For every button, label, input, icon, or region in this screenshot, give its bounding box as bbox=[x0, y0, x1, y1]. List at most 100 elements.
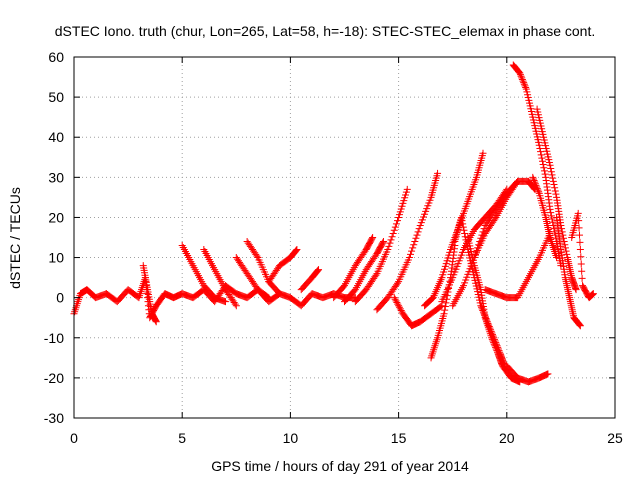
data-point bbox=[547, 209, 555, 217]
data-point bbox=[539, 160, 547, 168]
data-point bbox=[387, 236, 395, 244]
data-point bbox=[550, 225, 558, 233]
data-point bbox=[265, 294, 273, 302]
data-point bbox=[386, 239, 394, 247]
data-point bbox=[576, 231, 584, 239]
data-point bbox=[385, 242, 393, 250]
data-point bbox=[488, 335, 496, 343]
data-point bbox=[253, 252, 261, 260]
y-tick-label: 30 bbox=[48, 169, 64, 185]
data-point bbox=[315, 266, 323, 274]
data-point bbox=[529, 173, 537, 181]
series-13 bbox=[421, 149, 487, 310]
data-point bbox=[551, 184, 559, 192]
series-24 bbox=[553, 213, 584, 330]
data-point bbox=[517, 72, 525, 80]
plot-frame bbox=[73, 56, 616, 419]
data-point bbox=[529, 175, 537, 183]
data-point bbox=[548, 215, 556, 223]
data-point bbox=[535, 188, 543, 196]
data-point bbox=[292, 246, 300, 254]
data-point bbox=[575, 217, 583, 225]
data-point bbox=[539, 157, 547, 165]
y-tick-label: 40 bbox=[48, 129, 64, 145]
data-point bbox=[490, 340, 498, 348]
data-point bbox=[547, 212, 555, 220]
data-point bbox=[403, 185, 411, 193]
series-2 bbox=[178, 242, 229, 306]
y-tick-label: 50 bbox=[48, 89, 64, 105]
x-tick-label: 5 bbox=[178, 430, 186, 446]
y-tick-label: 0 bbox=[56, 290, 64, 306]
series-23 bbox=[529, 173, 561, 262]
data-point bbox=[531, 178, 539, 186]
data-point bbox=[562, 247, 570, 255]
data-point bbox=[561, 244, 569, 252]
data-point bbox=[388, 233, 396, 241]
series-25 bbox=[568, 209, 597, 302]
data-point bbox=[540, 164, 548, 172]
data-point bbox=[551, 228, 559, 236]
data-point bbox=[516, 71, 524, 79]
data-point bbox=[577, 260, 585, 268]
data-point bbox=[572, 286, 580, 294]
data-point bbox=[264, 293, 272, 301]
data-point bbox=[313, 267, 321, 275]
series-19 bbox=[470, 177, 539, 262]
data-point bbox=[412, 234, 420, 242]
data-point bbox=[491, 342, 499, 350]
data-point bbox=[407, 250, 415, 258]
data-point bbox=[574, 209, 582, 217]
data-point bbox=[409, 244, 417, 252]
chart-title: dSTEC Iono. truth (chur, Lon=265, Lat=58… bbox=[55, 23, 595, 39]
data-point bbox=[459, 220, 467, 228]
data-point bbox=[427, 295, 435, 303]
data-point bbox=[518, 75, 526, 83]
data-point bbox=[397, 307, 405, 315]
x-tick-label: 10 bbox=[283, 430, 299, 446]
data-point bbox=[530, 177, 538, 185]
series-22 bbox=[533, 105, 580, 294]
data-point bbox=[492, 345, 500, 353]
data-point bbox=[550, 181, 558, 189]
data-point bbox=[368, 235, 376, 243]
series-20 bbox=[503, 362, 552, 386]
data-point bbox=[459, 223, 467, 231]
data-point bbox=[408, 247, 416, 255]
data-point bbox=[391, 223, 399, 231]
x-tick-label: 25 bbox=[607, 430, 623, 446]
data-point bbox=[491, 215, 499, 223]
data-point bbox=[394, 217, 402, 225]
data-point bbox=[232, 302, 240, 310]
data-point bbox=[395, 302, 403, 310]
y-tick-label: -30 bbox=[44, 410, 64, 426]
data-point bbox=[221, 298, 229, 306]
data-point bbox=[292, 247, 300, 255]
data-point bbox=[390, 226, 398, 234]
data-point bbox=[384, 246, 392, 254]
series-8 bbox=[330, 234, 377, 302]
data-point bbox=[379, 238, 387, 246]
data-point bbox=[589, 290, 597, 298]
axis-ticks: 0 5 10 15 20 25 -30 -20 -10 0 10 20 30 40 50 60 bbox=[44, 49, 623, 446]
data-point bbox=[534, 186, 542, 194]
data-point bbox=[395, 303, 403, 311]
data-point bbox=[547, 168, 555, 176]
series-12 bbox=[390, 294, 446, 330]
series-9 bbox=[341, 238, 387, 306]
data-point bbox=[522, 83, 530, 91]
data-point bbox=[390, 294, 398, 302]
data-point bbox=[461, 229, 469, 237]
data-point bbox=[314, 266, 322, 274]
data-point bbox=[536, 144, 544, 152]
data-point bbox=[578, 267, 586, 275]
data-point bbox=[460, 226, 468, 234]
data-point bbox=[516, 69, 524, 77]
data-point bbox=[479, 149, 487, 157]
data-point bbox=[538, 154, 546, 162]
data-point bbox=[479, 307, 487, 315]
data-point bbox=[440, 310, 448, 318]
data-point bbox=[552, 234, 560, 242]
data-point bbox=[531, 180, 539, 188]
data-point bbox=[559, 231, 567, 239]
